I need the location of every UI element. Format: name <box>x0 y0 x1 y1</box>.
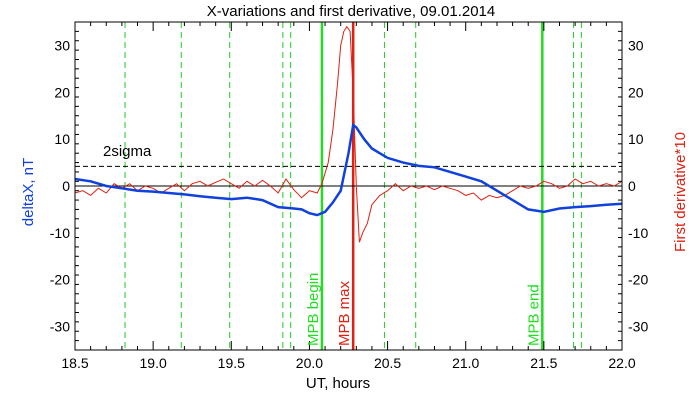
marker-label: MPB end <box>525 284 542 346</box>
y-tick-label-left: 20 <box>54 84 70 100</box>
chart-title: X-variations and first derivative, 09.01… <box>207 3 496 20</box>
y-tick-label-left: -10 <box>50 225 70 241</box>
y-tick-label-right: -30 <box>628 319 648 335</box>
y-tick-label-right: 10 <box>628 131 644 147</box>
x-tick-label: 22.0 <box>608 355 635 371</box>
x-tick-label: 19.5 <box>218 355 245 371</box>
x-tick-label: 21.5 <box>530 355 557 371</box>
x-tick-label: 21.0 <box>452 355 479 371</box>
series-line-derivative <box>74 25 623 243</box>
horizontal-lines <box>75 165 622 187</box>
y-tick-label-left: 30 <box>54 37 70 53</box>
y-tick-label-right: 30 <box>628 37 644 53</box>
x-tick-label: 18.5 <box>61 355 88 371</box>
x-tick-label: 20.0 <box>296 355 323 371</box>
labels: X-variations and first derivative, 09.01… <box>20 3 689 392</box>
tick-labels: 18.5 19.0 19.5 20.0 20.5 21.0 21.5 22.0 -30 -30 -2… <box>50 37 649 371</box>
y-tick-label-right: -10 <box>628 225 648 241</box>
y-tick-label-left: 10 <box>54 131 70 147</box>
plot-frame <box>74 21 623 351</box>
y-axis-label-right: First derivative*10 <box>672 132 689 252</box>
y-axis-label-left: deltaX, nT <box>20 158 37 226</box>
marker-label: MPB max <box>336 280 353 346</box>
y-tick-label-left: -30 <box>50 319 70 335</box>
series-lines <box>74 25 623 243</box>
x-tick-label: 20.5 <box>374 355 401 371</box>
y-tick-label-left: 0 <box>62 178 70 194</box>
y-tick-label-right: -20 <box>628 272 648 288</box>
marker-label: MPB begin <box>305 273 322 346</box>
series-line-deltax <box>74 122 623 217</box>
axes <box>74 21 623 351</box>
x-axis-label: UT, hours <box>306 375 370 392</box>
y-tick-label-left: -20 <box>50 272 70 288</box>
y-tick-label-right: 20 <box>628 84 644 100</box>
marker-labels: MPB begin MPB max MPB end <box>305 273 542 346</box>
threshold-label: 2sigma <box>103 143 152 160</box>
y-tick-label-right: 0 <box>628 178 636 194</box>
x-tick-label: 19.0 <box>140 355 167 371</box>
